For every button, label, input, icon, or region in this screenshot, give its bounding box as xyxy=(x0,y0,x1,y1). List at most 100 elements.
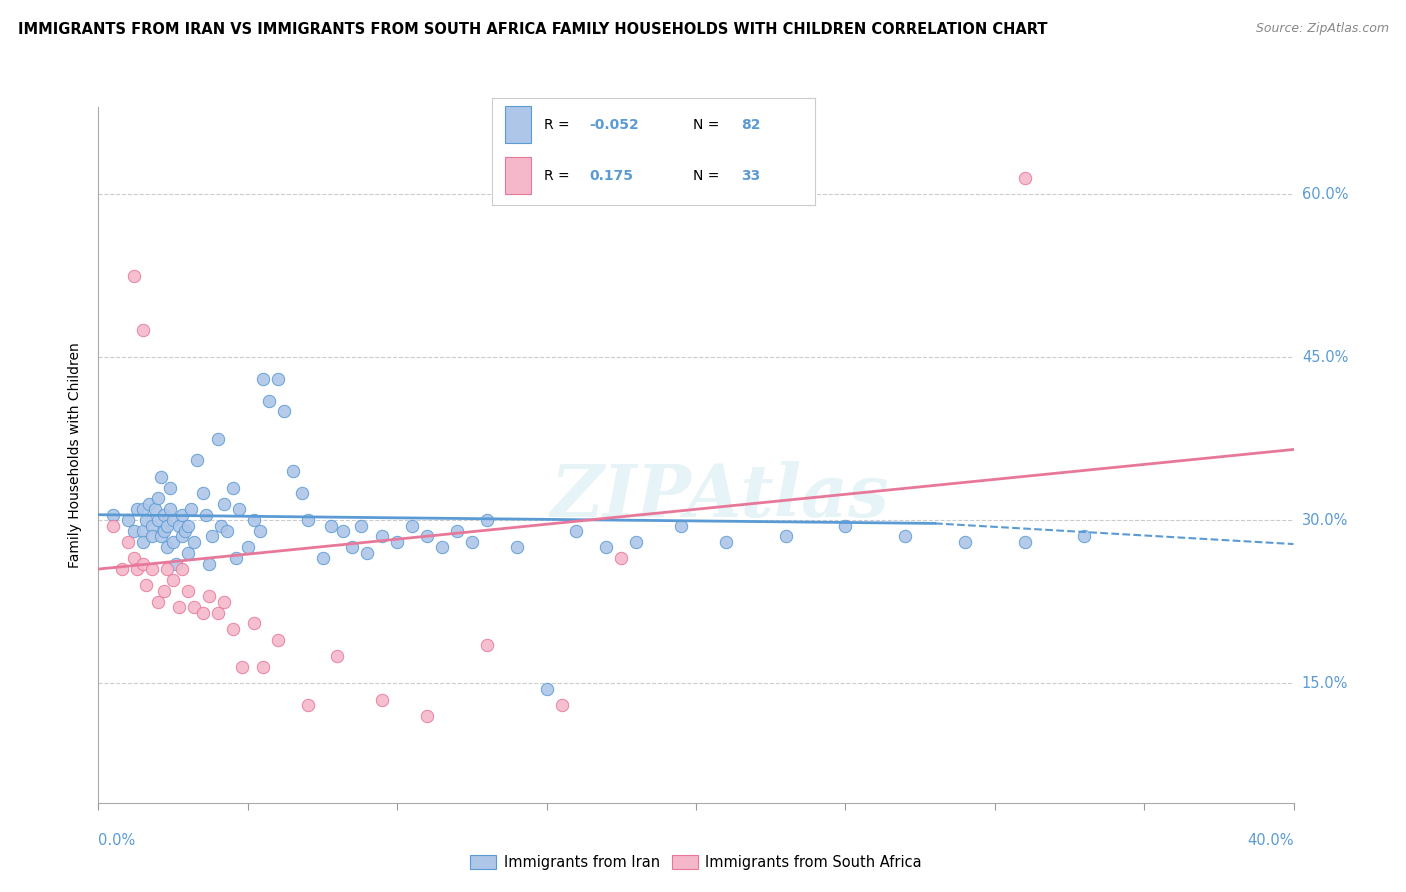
Point xyxy=(156,541,179,555)
Point xyxy=(249,524,271,538)
Point xyxy=(212,595,235,609)
Point xyxy=(215,524,238,538)
Point xyxy=(177,518,200,533)
Point xyxy=(132,502,155,516)
Point xyxy=(894,529,917,543)
Point xyxy=(243,616,266,631)
Point xyxy=(321,518,343,533)
Point xyxy=(326,648,349,663)
Point xyxy=(231,660,253,674)
Point xyxy=(183,600,205,615)
Point xyxy=(141,529,163,543)
Point xyxy=(267,632,290,647)
Point xyxy=(209,518,232,533)
Text: IMMIGRANTS FROM IRAN VS IMMIGRANTS FROM SOUTH AFRICA FAMILY HOUSEHOLDS WITH CHIL: IMMIGRANTS FROM IRAN VS IMMIGRANTS FROM … xyxy=(18,22,1047,37)
Point xyxy=(148,491,170,506)
Point xyxy=(191,606,214,620)
Point xyxy=(103,508,125,522)
Point xyxy=(610,551,633,566)
Point xyxy=(103,518,125,533)
Point xyxy=(371,692,394,706)
Point xyxy=(475,513,498,527)
Text: 15.0%: 15.0% xyxy=(1302,676,1348,690)
Point xyxy=(150,529,173,543)
Point xyxy=(167,518,190,533)
Point xyxy=(356,546,378,560)
Point xyxy=(416,708,439,723)
Point xyxy=(350,518,373,533)
Point xyxy=(111,562,134,576)
Point xyxy=(669,518,692,533)
Point xyxy=(167,600,190,615)
Point xyxy=(132,323,155,337)
Point xyxy=(138,497,160,511)
Y-axis label: Family Households with Children: Family Households with Children xyxy=(69,342,83,568)
Point xyxy=(550,698,572,712)
Point xyxy=(416,529,439,543)
Text: N =: N = xyxy=(693,169,723,183)
Point xyxy=(132,557,155,571)
Point xyxy=(252,660,274,674)
Text: Source: ZipAtlas.com: Source: ZipAtlas.com xyxy=(1256,22,1389,36)
Point xyxy=(207,606,229,620)
Point xyxy=(222,622,245,636)
Point xyxy=(143,502,166,516)
Point xyxy=(172,508,194,522)
Point xyxy=(430,541,453,555)
Point xyxy=(198,589,221,603)
Point xyxy=(252,372,274,386)
Point xyxy=(153,524,176,538)
Point xyxy=(165,557,187,571)
Point xyxy=(172,562,194,576)
Point xyxy=(156,562,179,576)
Point xyxy=(124,551,146,566)
Point xyxy=(1073,529,1095,543)
Text: 40.0%: 40.0% xyxy=(1247,833,1294,848)
Text: 60.0%: 60.0% xyxy=(1302,186,1348,202)
Point xyxy=(595,541,617,555)
Point xyxy=(222,481,245,495)
Text: 30.0%: 30.0% xyxy=(1302,513,1348,528)
Point xyxy=(267,372,290,386)
Point xyxy=(461,534,484,549)
Bar xyxy=(505,105,531,143)
Point xyxy=(177,546,200,560)
Point xyxy=(148,513,170,527)
Text: R =: R = xyxy=(544,118,574,132)
Point xyxy=(153,508,176,522)
Point xyxy=(290,486,312,500)
Point xyxy=(124,268,146,283)
Point xyxy=(201,529,224,543)
Point xyxy=(311,551,333,566)
Point xyxy=(297,698,319,712)
Point xyxy=(624,534,647,549)
Point xyxy=(243,513,266,527)
Text: 0.175: 0.175 xyxy=(589,169,633,183)
Point xyxy=(153,583,176,598)
Point xyxy=(117,513,139,527)
Point xyxy=(198,557,221,571)
Point xyxy=(714,534,737,549)
Point xyxy=(775,529,797,543)
Point xyxy=(342,541,364,555)
Text: 33: 33 xyxy=(741,169,761,183)
Point xyxy=(177,583,200,598)
Point xyxy=(257,393,280,408)
Point xyxy=(186,453,208,467)
Point xyxy=(401,518,423,533)
Point xyxy=(172,529,194,543)
Point xyxy=(132,534,155,549)
Point xyxy=(135,513,157,527)
Text: -0.052: -0.052 xyxy=(589,118,638,132)
Point xyxy=(132,524,155,538)
Text: R =: R = xyxy=(544,169,574,183)
Point xyxy=(127,502,149,516)
Text: N =: N = xyxy=(693,118,723,132)
Bar xyxy=(505,157,531,194)
Point xyxy=(117,534,139,549)
Point xyxy=(236,541,259,555)
Point xyxy=(446,524,468,538)
Point xyxy=(183,534,205,549)
Point xyxy=(506,541,529,555)
Point xyxy=(162,534,184,549)
